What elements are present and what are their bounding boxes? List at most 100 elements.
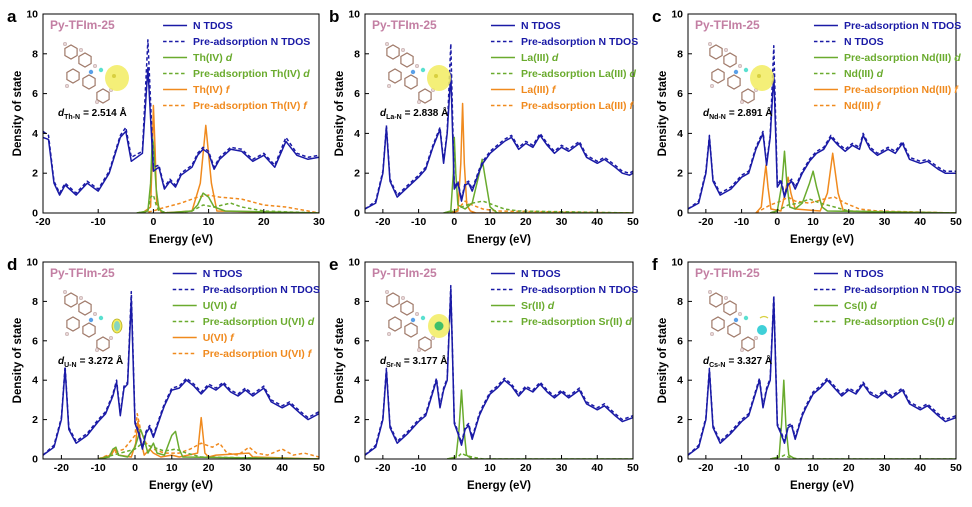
x-tick-label: 10	[484, 216, 496, 228]
x-axis-label: Energy (eV)	[790, 480, 854, 492]
y-tick-label: 8	[677, 296, 683, 308]
metal-atom	[434, 321, 444, 331]
legend-entry-text: Nd(III)	[844, 100, 877, 112]
molecule-ring	[723, 52, 737, 68]
legend-entry-orbital: d	[303, 68, 310, 80]
legend-entry: Pre-adsorption N TDOS	[521, 284, 638, 296]
molecule-illustration	[384, 289, 450, 353]
plot-frame	[42, 13, 320, 214]
distance-prefix: d	[703, 108, 710, 119]
legend-entry-text: Pre-adsorption Cs(I)	[844, 316, 948, 328]
panel-letter: b	[329, 7, 339, 26]
x-tick-label: -10	[734, 462, 749, 474]
legend-entry: Pre-adsorption N TDOS	[193, 36, 310, 48]
series-line-pre-adsorption-n-tdos	[365, 43, 633, 210]
molecule-ring	[82, 74, 96, 90]
y-tick-label: 10	[348, 257, 360, 269]
distance-label: dNd-N = 2.891 Å	[703, 106, 772, 121]
y-tick-label: 0	[354, 454, 360, 466]
y-axis-label: Density of state	[657, 318, 669, 404]
legend-entry: Pre-adsorption Th(IV) d	[193, 68, 310, 80]
y-tick-label: 10	[348, 9, 360, 21]
legend-entry-text: Pre-adsorption Th(IV)	[193, 100, 303, 112]
series-line-pre-adsorption-n-tdos	[365, 284, 633, 456]
legend-entry: Pre-adsorption N TDOS	[844, 20, 961, 32]
y-tick-label: 10	[26, 257, 38, 269]
panel-letter: e	[329, 255, 338, 274]
legend-entry-text: La(III)	[521, 52, 552, 64]
distance-value: = 2.838 Å	[405, 106, 449, 119]
distance-prefix: d	[58, 356, 65, 367]
panel-d: -20 -10 0 10 20 30 40 50 0 2 4 6 8 10 Energy (eV) Densi…	[7, 255, 325, 492]
y-axis-label: Density of state	[334, 318, 346, 404]
molecule-atom	[430, 335, 436, 341]
x-tick-label: -10	[734, 216, 749, 228]
legend-entry: Pre-adsorption La(III) f	[521, 100, 635, 112]
y-tick-label: 0	[677, 454, 683, 466]
y-tick-label: 0	[32, 208, 38, 220]
legend-entry-text: U(VI)	[203, 300, 230, 312]
legend-entry-text: Pre-adsorption Sr(II)	[521, 316, 625, 328]
molecule-ring	[96, 336, 110, 352]
molecule-ring	[404, 74, 418, 90]
y-tick-label: 6	[354, 335, 360, 347]
legend-entry-text: Pre-adsorption U(VI)	[203, 316, 308, 328]
series-line-pre-adsorption-la-iii-f	[450, 200, 633, 213]
plot-frame	[364, 261, 634, 460]
isosurface-detail	[112, 74, 116, 78]
distance-subscript: Nd-N	[709, 114, 726, 121]
x-tick-label: -20	[698, 216, 713, 228]
molecule-ring	[709, 44, 723, 60]
molecule-atom	[723, 47, 729, 53]
molecule-atom	[707, 289, 713, 295]
x-tick-label: 40	[914, 462, 926, 474]
distance-label: dCs-N = 3.327 Å	[703, 354, 772, 369]
x-tick-label: 20	[520, 216, 532, 228]
series-line-n-tdos	[365, 288, 633, 456]
series-line-n-tdos	[43, 66, 319, 196]
y-tick-label: 6	[677, 88, 683, 100]
legend-entry: Pre-adsorption La(III) d	[521, 68, 637, 80]
series-line-n-tdos	[688, 298, 956, 456]
molecule-ring	[400, 300, 414, 316]
legend-entry-text: Pre-adsorption Nd(III)	[844, 84, 954, 96]
legend-entry: Pre-adsorption U(VI) f	[203, 348, 313, 360]
legend-entry: N TDOS	[844, 268, 884, 280]
distance-value: = 3.327 Å	[728, 354, 772, 367]
x-tick-label: 10	[166, 462, 178, 474]
distance-label: dTh-N = 2.514 Å	[58, 106, 127, 121]
legend-entry-orbital: f	[308, 348, 313, 360]
y-tick-label: 2	[32, 168, 38, 180]
plot-frame	[687, 13, 957, 214]
x-tick-label: -20	[35, 216, 50, 228]
y-axis-label: Density of state	[334, 71, 346, 157]
series-group	[688, 294, 956, 459]
molecule-atom	[737, 311, 743, 317]
x-axis-label: Energy (eV)	[149, 234, 213, 246]
molecule-ring	[64, 44, 78, 60]
distance-value: = 3.272 Å	[80, 354, 124, 367]
y-tick-label: 2	[677, 168, 683, 180]
x-tick-label: 40	[591, 216, 603, 228]
metal-atom	[757, 325, 767, 335]
distance-subscript: Cs-N	[709, 362, 725, 369]
y-tick-label: 0	[354, 208, 360, 220]
legend-entry-text: Cs(I)	[844, 300, 870, 312]
legend-entry-orbital: f	[303, 100, 308, 112]
legend-entry: Pre-adsorption N TDOS	[521, 36, 638, 48]
x-tick-label: -20	[375, 462, 390, 474]
molecule-ring	[741, 88, 755, 104]
y-tick-label: 10	[26, 9, 38, 21]
legend-entry: N TDOS	[203, 268, 243, 280]
x-axis-label: Energy (eV)	[467, 480, 531, 492]
series-line-n-tdos	[688, 45, 956, 210]
legend-entry-text: Pre-adsorption U(VI)	[203, 348, 308, 360]
molecule-fluorine	[98, 67, 104, 73]
panel-letter: a	[7, 7, 17, 26]
x-tick-label: -10	[411, 216, 426, 228]
legend-entry: Nd(III) d	[844, 68, 884, 80]
molecule-atom	[723, 295, 729, 301]
molecule-atom	[386, 331, 392, 337]
x-tick-label: 40	[591, 462, 603, 474]
